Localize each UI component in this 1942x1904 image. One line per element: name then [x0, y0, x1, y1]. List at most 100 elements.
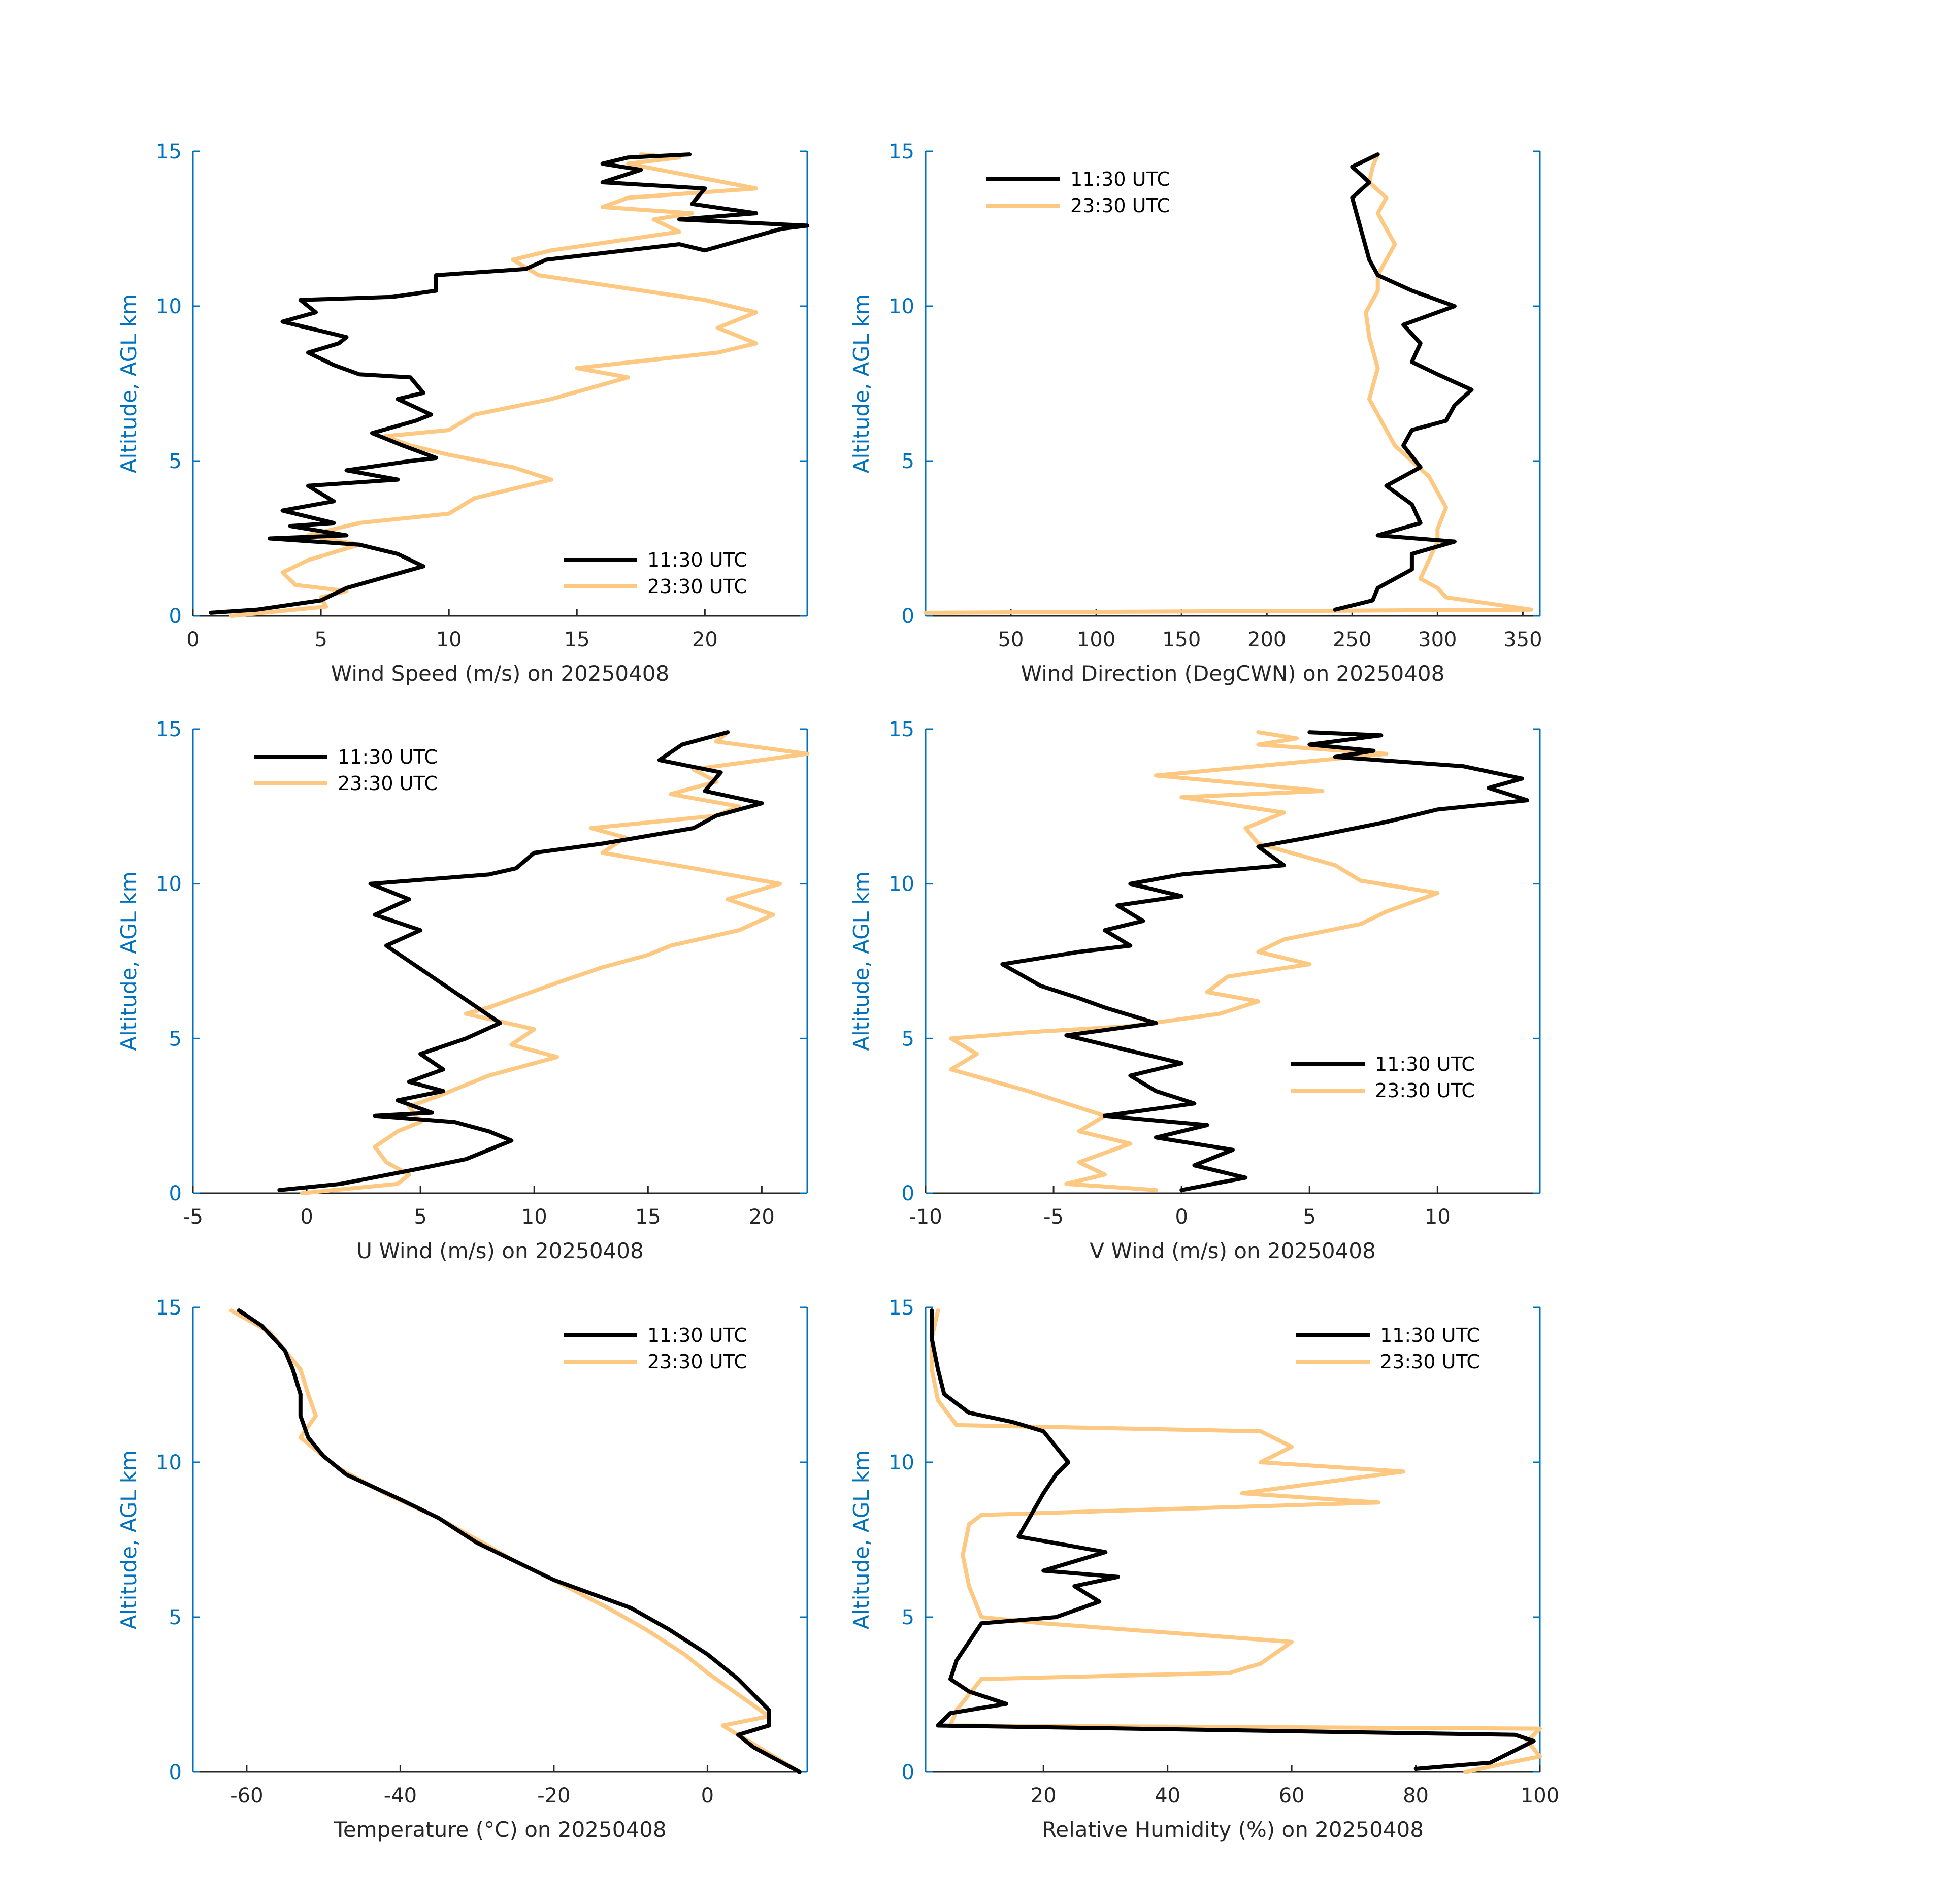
series-line-2330-utc — [300, 730, 809, 1195]
legend: 11:30 UTC 23:30 UTC — [986, 168, 1170, 217]
legend-label-2330-utc: 23:30 UTC — [1380, 1351, 1480, 1373]
x-tick-label: 60 — [1279, 1784, 1305, 1808]
x-tick-label: 200 — [1247, 628, 1286, 651]
legend-label-2330-utc: 23:30 UTC — [647, 575, 747, 598]
series-line-1130-utc — [1333, 152, 1474, 612]
x-tick-label: 250 — [1333, 628, 1371, 651]
legend: 11:30 UTC 23:30 UTC — [254, 746, 438, 795]
y-axis-label: Altitude, AGL km — [116, 871, 141, 1051]
x-tick-label: 10 — [521, 1205, 547, 1229]
y-tick-label: 5 — [902, 450, 914, 473]
y-tick-label: 15 — [156, 718, 182, 741]
legend-label-1130-utc: 11:30 UTC — [647, 549, 747, 571]
x-tick-label: 20 — [1031, 1784, 1057, 1808]
x-tick-label: 20 — [749, 1205, 775, 1229]
legend-label-1130-utc: 11:30 UTC — [1070, 168, 1170, 190]
x-tick-label: 15 — [564, 628, 590, 651]
x-tick-label: -5 — [183, 1205, 203, 1229]
y-tick-label: 0 — [902, 605, 914, 628]
y-axis-label: Altitude, AGL km — [849, 1450, 874, 1629]
x-axis-label: Wind Direction (DegCWN) on 20250408 — [1021, 661, 1445, 686]
x-axis-label: Temperature (°C) on 20250408 — [333, 1817, 666, 1842]
x-tick-label: 150 — [1162, 628, 1201, 651]
series-line-1130-utc — [930, 1308, 1536, 1771]
legend-label-1130-utc: 11:30 UTC — [338, 746, 438, 768]
chart-temperature: 0 5 10 15 -60 -40 -20 0 Temperature (°C) on 2025… — [116, 1296, 808, 1842]
x-tick-label: 5 — [1303, 1205, 1316, 1229]
legend: 11:30 UTC 23:30 UTC — [564, 549, 747, 598]
legend-label-1130-utc: 11:30 UTC — [1380, 1324, 1480, 1347]
legend-label-2330-utc: 23:30 UTC — [1070, 194, 1170, 217]
legend-label-2330-utc: 23:30 UTC — [1375, 1079, 1475, 1102]
x-tick-label: -40 — [384, 1784, 417, 1808]
x-tick-label: 100 — [1077, 628, 1115, 651]
x-tick-label: 300 — [1418, 628, 1457, 651]
legend-label-2330-utc: 23:30 UTC — [647, 1351, 747, 1373]
y-tick-label: 10 — [156, 295, 182, 318]
y-axis-label: Altitude, AGL km — [116, 294, 141, 473]
y-tick-label: 10 — [156, 1451, 182, 1474]
x-axis-label: U Wind (m/s) on 20250408 — [356, 1238, 644, 1263]
y-tick-label: 0 — [902, 1761, 914, 1784]
x-tick-label: -60 — [230, 1784, 263, 1808]
x-tick-label: 0 — [186, 628, 199, 651]
y-tick-label: 0 — [169, 605, 182, 628]
y-axis-label: Altitude, AGL km — [116, 1450, 141, 1629]
series-line-1130-utc — [277, 730, 764, 1192]
y-tick-label: 5 — [902, 1606, 914, 1629]
y-tick-label: 15 — [888, 1296, 914, 1320]
series-line-1130-utc — [209, 152, 809, 615]
series-line-2330-utc — [924, 152, 1534, 615]
x-tick-label: 0 — [1175, 1205, 1188, 1229]
y-tick-label: 0 — [169, 1182, 182, 1205]
y-tick-label: 5 — [169, 1606, 182, 1629]
x-tick-label: 80 — [1403, 1784, 1429, 1808]
y-tick-label: 5 — [169, 450, 182, 473]
x-tick-label: 10 — [436, 628, 462, 651]
chart-relative-humidity: 0 5 10 15 20 40 60 80 100 Relative Humidity (%) o… — [849, 1296, 1559, 1842]
y-tick-label: 5 — [169, 1027, 182, 1051]
y-tick-label: 10 — [888, 295, 914, 318]
chart-wind-speed: 0 5 10 15 0 5 10 15 20 Wind Speed (m/s) on 202504… — [116, 140, 809, 686]
x-tick-label: 0 — [300, 1205, 313, 1229]
x-axis-label: Relative Humidity (%) on 20250408 — [1042, 1817, 1424, 1842]
legend-label-1130-utc: 11:30 UTC — [1375, 1053, 1475, 1075]
y-tick-label: 10 — [888, 1451, 914, 1474]
x-tick-label: -5 — [1043, 1205, 1064, 1229]
legend-label-1130-utc: 11:30 UTC — [647, 1324, 747, 1347]
x-tick-label: 0 — [701, 1784, 714, 1808]
chart-wind-direction: 0 5 10 15 50 100 150 200 250 300 350 Wind Direction… — [849, 140, 1542, 686]
x-tick-label: 100 — [1521, 1784, 1559, 1808]
x-tick-label: 10 — [1425, 1205, 1451, 1229]
legend: 11:30 UTC 23:30 UTC — [1291, 1053, 1475, 1102]
y-axis-label: Altitude, AGL km — [849, 871, 874, 1051]
x-tick-label: 40 — [1155, 1784, 1180, 1808]
y-axis-label: Altitude, AGL km — [849, 294, 874, 473]
x-axis-label: Wind Speed (m/s) on 20250408 — [331, 661, 669, 686]
legend: 11:30 UTC 23:30 UTC — [1296, 1324, 1480, 1373]
series-line-2330-utc — [949, 730, 1440, 1192]
x-tick-label: -10 — [909, 1205, 942, 1229]
x-tick-label: -20 — [537, 1784, 570, 1808]
y-tick-label: 15 — [888, 140, 914, 163]
y-tick-label: 15 — [156, 1296, 182, 1320]
y-tick-label: 5 — [902, 1027, 914, 1051]
y-tick-label: 10 — [888, 873, 914, 896]
legend: 11:30 UTC 23:30 UTC — [564, 1324, 747, 1373]
x-tick-label: 50 — [998, 628, 1024, 651]
y-tick-label: 15 — [888, 718, 914, 741]
series-line-2330-utc — [930, 1308, 1542, 1774]
y-tick-label: 0 — [169, 1761, 182, 1784]
x-tick-label: 20 — [692, 628, 718, 651]
y-tick-label: 10 — [156, 873, 182, 896]
series-line-2330-utc — [229, 152, 759, 618]
series-line-1130-utc — [237, 1308, 802, 1774]
y-tick-label: 0 — [902, 1182, 914, 1205]
series-line-1130-utc — [1000, 730, 1529, 1192]
x-tick-label: 350 — [1503, 628, 1542, 651]
legend-label-2330-utc: 23:30 UTC — [338, 772, 438, 795]
chart-v-wind: 0 5 10 15 -10 -5 0 5 10 V Wind (m/s) on 20250408 A… — [849, 718, 1541, 1263]
series-line-2330-utc — [229, 1308, 802, 1774]
